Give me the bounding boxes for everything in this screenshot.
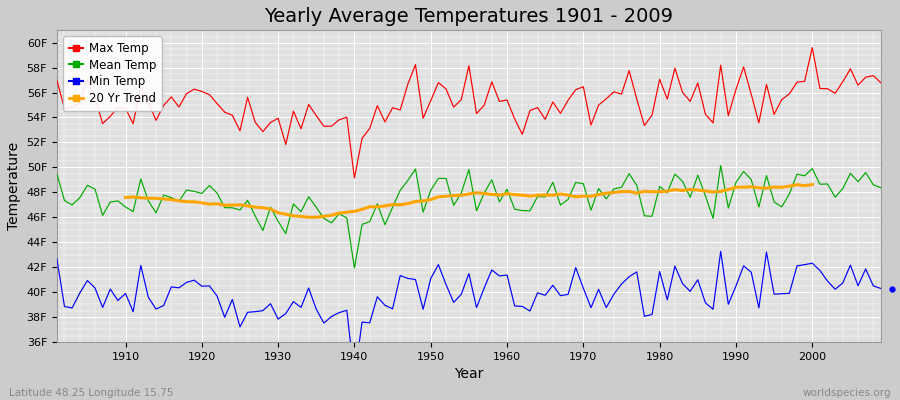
Legend: Max Temp, Mean Temp, Min Temp, 20 Yr Trend: Max Temp, Mean Temp, Min Temp, 20 Yr Tre… <box>63 36 162 111</box>
Title: Yearly Average Temperatures 1901 - 2009: Yearly Average Temperatures 1901 - 2009 <box>265 7 673 26</box>
Y-axis label: Temperature: Temperature <box>7 142 21 230</box>
Text: worldspecies.org: worldspecies.org <box>803 388 891 398</box>
Text: Latitude 48.25 Longitude 15.75: Latitude 48.25 Longitude 15.75 <box>9 388 174 398</box>
X-axis label: Year: Year <box>454 367 483 381</box>
